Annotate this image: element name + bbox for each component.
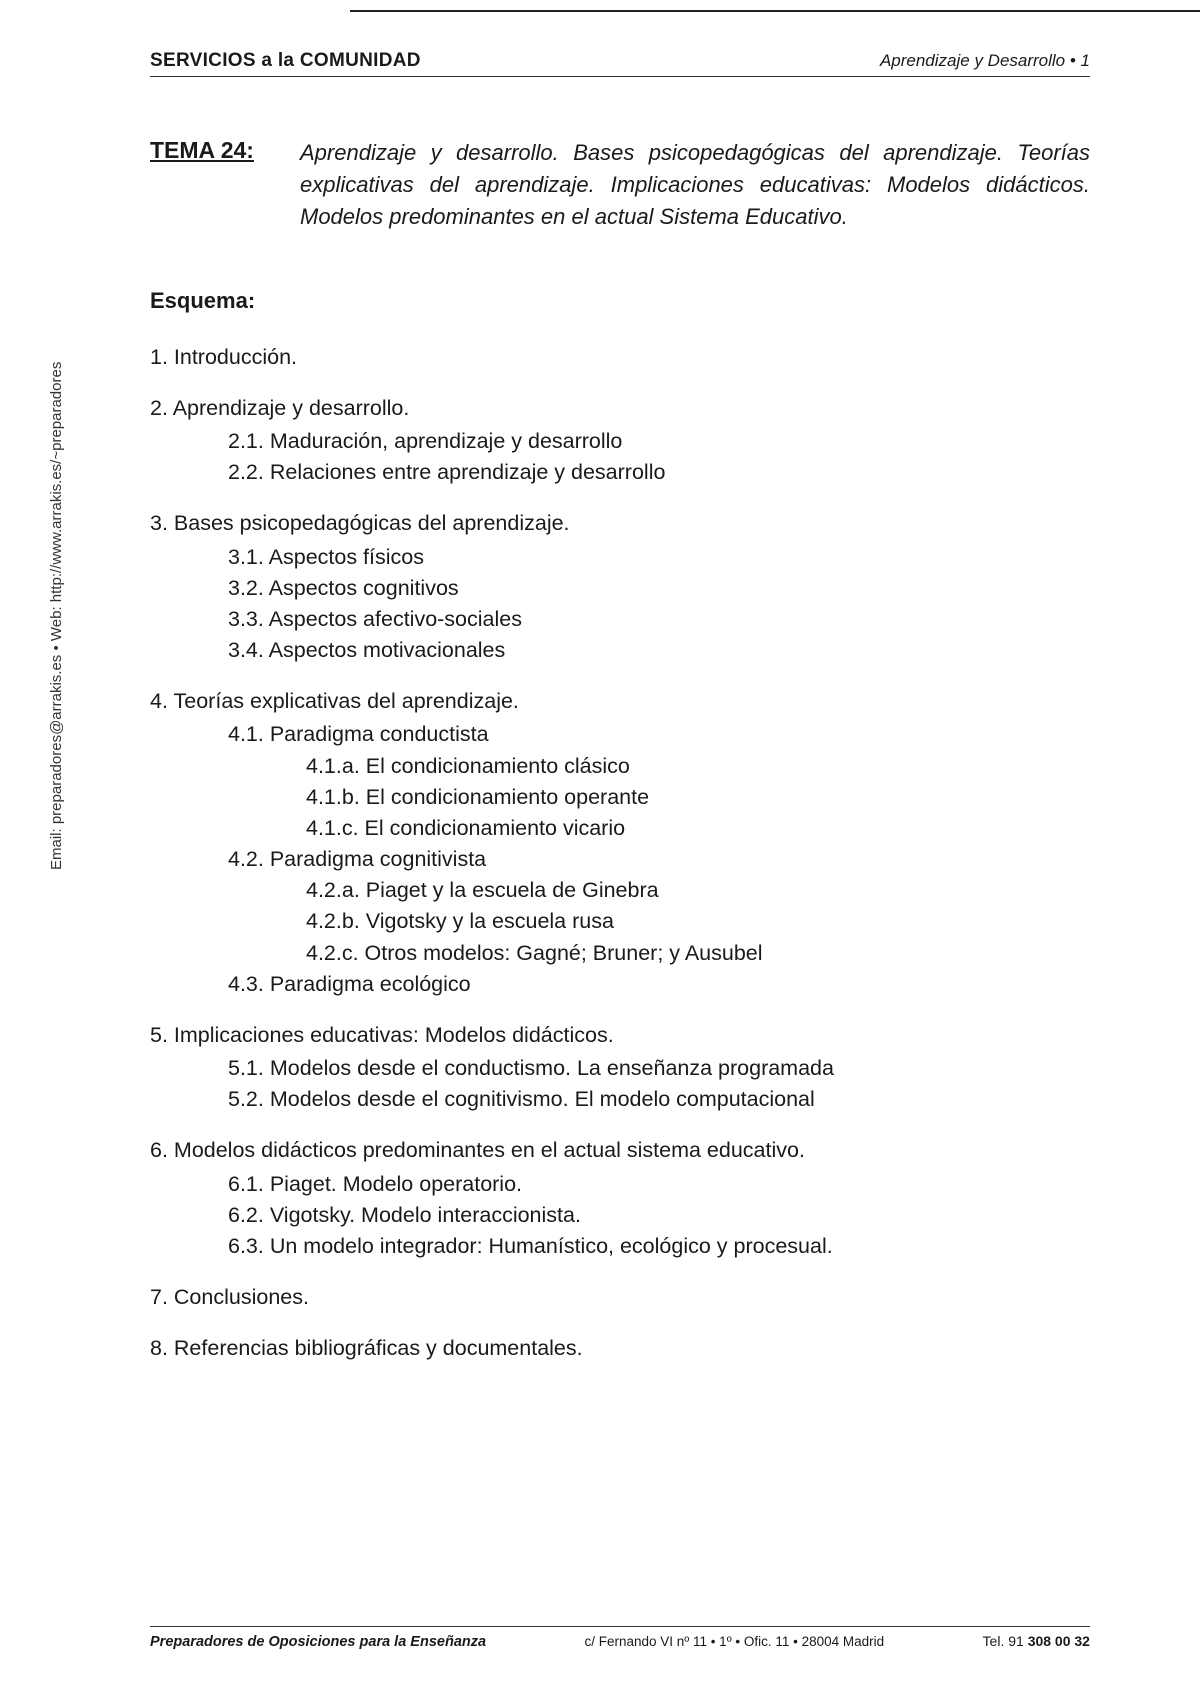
outline-subitem: 3.3. Aspectos afectivo-sociales bbox=[150, 604, 1090, 635]
outline-subsubitem: 4.2.a. Piaget y la escuela de Ginebra bbox=[150, 875, 1090, 906]
outline-item: 3. Bases psicopedagógicas del aprendizaj… bbox=[150, 508, 1090, 539]
outline-item: 5. Implicaciones educativas: Modelos did… bbox=[150, 1020, 1090, 1051]
header-right: Aprendizaje y Desarrollo • 1 bbox=[880, 51, 1090, 71]
outline-item: 4. Teorías explicativas del aprendizaje. bbox=[150, 686, 1090, 717]
outline-subsubitem: 4.2.c. Otros modelos: Gagné; Bruner; y A… bbox=[150, 938, 1090, 969]
outline-item: 7. Conclusiones. bbox=[150, 1282, 1090, 1313]
tema-block: TEMA 24: Aprendizaje y desarrollo. Bases… bbox=[150, 137, 1090, 233]
outline-subitem: 3.1. Aspectos físicos bbox=[150, 542, 1090, 573]
footer-center: c/ Fernando VI nº 11 • 1º • Ofic. 11 • 2… bbox=[584, 1634, 884, 1649]
outline-subitem: 2.2. Relaciones entre aprendizaje y desa… bbox=[150, 457, 1090, 488]
header-row: SERVICIOS a la COMUNIDAD Aprendizaje y D… bbox=[150, 50, 1090, 77]
outline-subitem: 2.1. Maduración, aprendizaje y desarroll… bbox=[150, 426, 1090, 457]
outline-subitem: 5.1. Modelos desde el conductismo. La en… bbox=[150, 1053, 1090, 1084]
page-content: SERVICIOS a la COMUNIDAD Aprendizaje y D… bbox=[0, 0, 1200, 1416]
outline-subitem: 4.3. Paradigma ecológico bbox=[150, 969, 1090, 1000]
outline-subitem: 3.4. Aspectos motivacionales bbox=[150, 635, 1090, 666]
outline-subitem: 4.1. Paradigma conductista bbox=[150, 719, 1090, 750]
outline-subitem: 6.3. Un modelo integrador: Humanístico, … bbox=[150, 1231, 1090, 1262]
tema-label: TEMA 24: bbox=[150, 137, 300, 164]
outline-subsubitem: 4.1.a. El condicionamiento clásico bbox=[150, 751, 1090, 782]
outline: 1. Introducción. 2. Aprendizaje y desarr… bbox=[150, 342, 1090, 1365]
footer-left: Preparadores de Oposiciones para la Ense… bbox=[150, 1634, 486, 1650]
outline-subsubitem: 4.1.c. El condicionamiento vicario bbox=[150, 813, 1090, 844]
footer-right: Tel. 91 308 00 32 bbox=[983, 1633, 1090, 1649]
outline-subitem: 6.2. Vigotsky. Modelo interaccionista. bbox=[150, 1200, 1090, 1231]
footer-phone-number: 308 00 32 bbox=[1028, 1633, 1090, 1649]
outline-item: 1. Introducción. bbox=[150, 342, 1090, 373]
outline-item: 8. Referencias bibliográficas y document… bbox=[150, 1333, 1090, 1364]
outline-subsubitem: 4.2.b. Vigotsky y la escuela rusa bbox=[150, 906, 1090, 937]
footer-row: Preparadores de Oposiciones para la Ense… bbox=[150, 1626, 1090, 1650]
outline-subitem: 4.2. Paradigma cognitivista bbox=[150, 844, 1090, 875]
sidebar-contact-text: Email: preparadores@arrakis.es • Web: ht… bbox=[48, 362, 65, 870]
header-left: SERVICIOS a la COMUNIDAD bbox=[150, 50, 421, 72]
footer-phone-label: Tel. 91 bbox=[983, 1633, 1028, 1649]
tema-description: Aprendizaje y desarrollo. Bases psicoped… bbox=[300, 137, 1090, 233]
esquema-title: Esquema: bbox=[150, 288, 1090, 314]
outline-subitem: 6.1. Piaget. Modelo operatorio. bbox=[150, 1169, 1090, 1200]
outline-subsubitem: 4.1.b. El condicionamiento operante bbox=[150, 782, 1090, 813]
outline-subitem: 3.2. Aspectos cognitivos bbox=[150, 573, 1090, 604]
outline-subitem: 5.2. Modelos desde el cognitivismo. El m… bbox=[150, 1084, 1090, 1115]
outline-item: 2. Aprendizaje y desarrollo. bbox=[150, 393, 1090, 424]
outline-item: 6. Modelos didácticos predominantes en e… bbox=[150, 1135, 1090, 1166]
